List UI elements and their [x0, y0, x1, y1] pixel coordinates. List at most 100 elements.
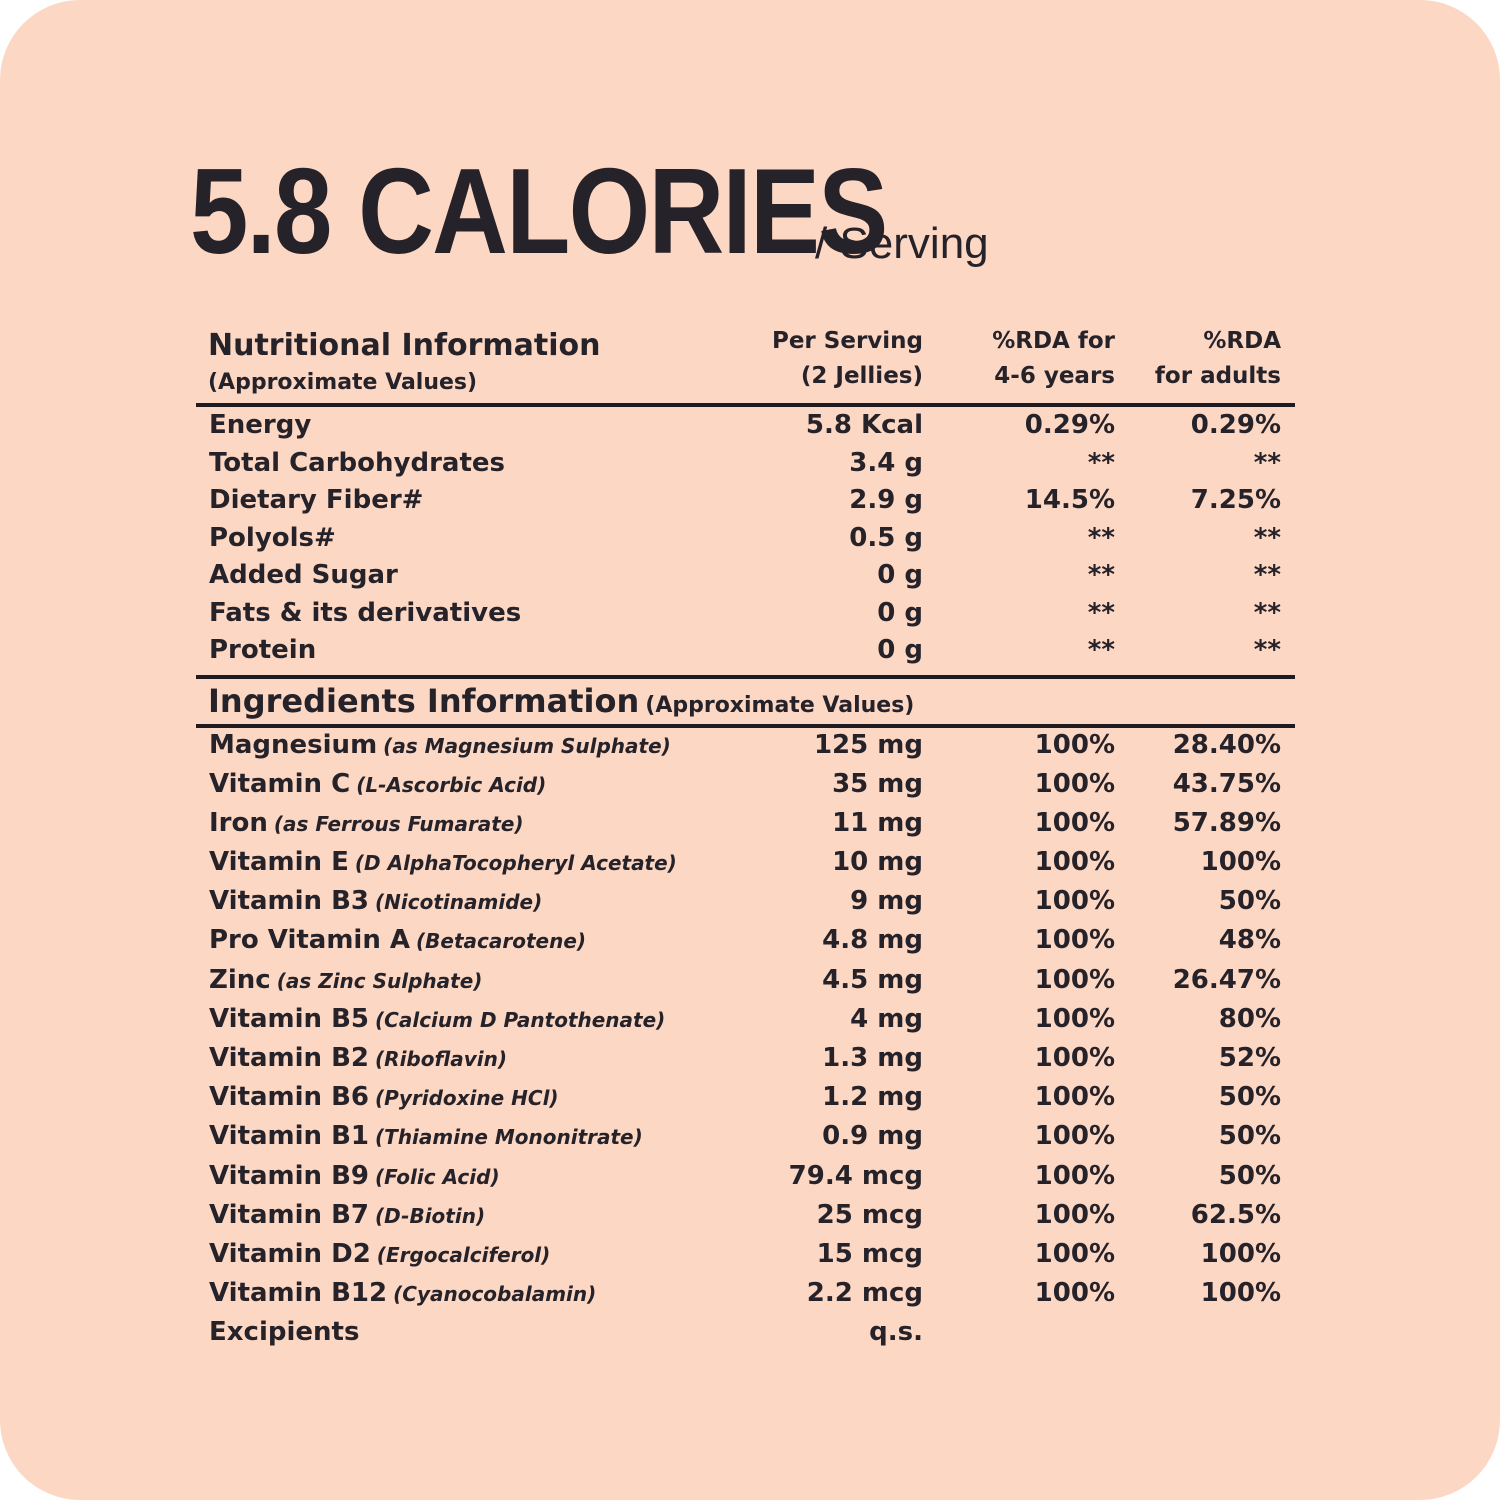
ingredient-source-note: (Riboflavin) [375, 1047, 507, 1071]
rda-adults-value: 26.47% [1172, 964, 1281, 995]
rda-kids-value: ** [1087, 522, 1115, 553]
per-serving-value: 0 g [877, 597, 923, 628]
ingredient-name: Vitamin E [209, 847, 349, 878]
rda-adults-value: 57.89% [1172, 807, 1281, 838]
rda-kids-value: 14.5% [1024, 485, 1115, 515]
ingredient-row: Magnesium (as Magnesium Sulphate) 125 mg 10… [196, 728, 1295, 767]
rda-adults-value: 50% [1218, 1160, 1281, 1191]
rda-kids-value: 100% [1034, 768, 1115, 799]
ingredient-name: Vitamin D2 [209, 1238, 371, 1269]
ingredient-name: Vitamin C [209, 768, 351, 799]
ingredient-name: Vitamin B5 [209, 1003, 370, 1034]
ingredient-row: Vitamin E (D AlphaTocopheryl Acetate) 10 m… [196, 845, 1295, 884]
nutrient-name: Dietary Fiber# [209, 485, 424, 515]
rda-adults-value: 100% [1200, 1238, 1281, 1269]
ingredient-name-cell: Vitamin B6 (Pyridoxine HCl) [209, 1082, 559, 1112]
per-serving-value: 125 mg [813, 729, 923, 760]
ingredient-name-cell: Magnesium (as Magnesium Sulphate) [209, 730, 671, 760]
ingredient-source-note: (Thiamine Mononitrate) [375, 1125, 643, 1150]
ingredient-name-cell: Vitamin B3 (Nicotinamide) [209, 886, 542, 916]
rda-adults-value: 48% [1218, 925, 1281, 956]
ingredient-name: Vitamin B12 [209, 1278, 388, 1309]
nutrient-name: Fats & its derivatives [209, 597, 522, 628]
ingredient-name-cell: Vitamin C (L-Ascorbic Acid) [209, 769, 546, 799]
rda-kids-value: 100% [1034, 729, 1115, 760]
rda-adults-value: ** [1253, 522, 1281, 553]
per-serving-value: 1.2 mg [822, 1082, 923, 1113]
per-serving-value: 10 mg [832, 847, 923, 878]
per-serving-value: 4.8 mg [822, 925, 923, 956]
ingredient-source-note: (Betacarotene) [416, 929, 587, 954]
per-serving-value: 5.8 Kcal [805, 410, 923, 440]
rda-adults-value: 0.29% [1190, 410, 1281, 440]
ingredient-name-cell: Zinc (as Zinc Sulphate) [209, 965, 482, 995]
rda-kids-value: 100% [1034, 1003, 1115, 1034]
ingredient-name: Vitamin B7 [209, 1199, 370, 1230]
nutrient-name: Energy [209, 410, 312, 440]
ingredient-name: Vitamin B2 [209, 1043, 370, 1073]
ingredient-name: Pro Vitamin A [209, 925, 411, 956]
ingredients-information-title: Ingredients Information (Approximate Valu… [208, 682, 914, 720]
rda-adults-value: 28.40% [1172, 729, 1281, 760]
ingredient-name: Vitamin B9 [209, 1160, 370, 1191]
nutrient-name: Protein [209, 635, 317, 665]
rda-adults-column-header: %RDA for adults [1154, 328, 1281, 389]
nutrition-table-header: Nutritional Information (Approximate Val… [196, 320, 1295, 407]
nutrient-name: Added Sugar [209, 560, 398, 590]
per-serving-value: 0.5 g [849, 522, 923, 553]
rda-kids-value: 100% [1034, 807, 1115, 838]
approximate-values-subtitle: (Approximate Values) [208, 370, 478, 395]
ingredient-row: Vitamin B12 (Cyanocobalamin) 2.2 mcg 100% 10… [196, 1276, 1295, 1315]
ingredient-name-cell: Vitamin D2 (Ergocalciferol) [209, 1239, 550, 1269]
ingredient-source-note: (Pyridoxine HCl) [375, 1086, 559, 1111]
ingredient-source-note: (L-Ascorbic Acid) [356, 772, 547, 797]
ingredient-row: Excipients q.s. [196, 1315, 1295, 1354]
ingredient-row: Vitamin B6 (Pyridoxine HCl) 1.2 mg 100% 50% [196, 1080, 1295, 1119]
ingredient-name-cell: Vitamin B7 (D-Biotin) [209, 1200, 485, 1230]
ingredient-row: Vitamin B2 (Riboflavin) 1.3 mg 100% 52% [196, 1041, 1295, 1080]
ingredient-source-note: (Folic Acid) [375, 1164, 500, 1189]
per-serving-value: 2.2 mcg [806, 1278, 923, 1309]
ingredient-name-cell: Pro Vitamin A (Betacarotene) [209, 925, 586, 955]
rda-kids-value: 100% [1034, 964, 1115, 995]
ingredient-row: Vitamin B3 (Nicotinamide) 9 mg 100% 50% [196, 884, 1295, 923]
per-serving-value: 4.5 mg [822, 964, 923, 995]
rda-adults-value: 50% [1218, 1121, 1281, 1152]
per-serving-value: 3.4 g [849, 447, 923, 478]
ingredient-name: Vitamin B3 [209, 886, 370, 917]
per-serving-value: 79.4 mcg [788, 1160, 923, 1191]
ingredient-name: Vitamin B6 [209, 1082, 370, 1113]
rda-adults-value: 62.5% [1190, 1199, 1281, 1230]
rda-adults-value: 7.25% [1190, 485, 1281, 515]
per-serving-value: 0.9 mg [822, 1121, 923, 1152]
per-serving-value: 25 mcg [816, 1199, 923, 1230]
ingredient-name-cell: Vitamin B9 (Folic Acid) [209, 1161, 500, 1191]
nutrient-name: Polyols# [209, 522, 336, 553]
ingredient-row: Vitamin B9 (Folic Acid) 79.4 mcg 100% 50% [196, 1159, 1295, 1198]
per-serving-value: 2.9 g [849, 485, 923, 515]
ingredients-table-header: Ingredients Information (Approximate Valu… [196, 674, 1295, 728]
rda-kids-value: 100% [1034, 1238, 1115, 1269]
ingredient-name: Iron [209, 807, 268, 838]
ingredient-name-cell: Vitamin E (D AlphaTocopheryl Acetate) [209, 847, 677, 877]
ingredient-row: Zinc (as Zinc Sulphate) 4.5 mg 100% 26.47% [196, 963, 1295, 1002]
ingredient-name-cell: Excipients [209, 1317, 365, 1347]
ingredient-name: Zinc [209, 964, 271, 995]
ingredient-name-cell: Vitamin B2 (Riboflavin) [209, 1043, 507, 1073]
rda-adults-value: ** [1253, 635, 1281, 665]
ingredient-rows: Magnesium (as Magnesium Sulphate) 125 mg 10… [196, 728, 1295, 1355]
rda-adults-value: 50% [1218, 1082, 1281, 1113]
per-serving-value: 4 mg [850, 1003, 923, 1034]
ingredients-subtitle: (Approximate Values) [645, 692, 915, 718]
rda-kids-value: 100% [1034, 925, 1115, 956]
per-serving-value: 9 mg [850, 886, 923, 917]
ingredient-row: Pro Vitamin A (Betacarotene) 4.8 mg 100% 48% [196, 923, 1295, 962]
ingredient-source-note: (as Magnesium Sulphate) [383, 733, 671, 758]
nutrient-row: Dietary Fiber# 2.9 g 14.5% 7.25% [196, 483, 1295, 521]
rda-kids-value: 100% [1034, 886, 1115, 917]
ingredient-source-note: (D-Biotin) [375, 1203, 486, 1228]
ingredient-source-note: (Nicotinamide) [375, 890, 543, 915]
nutrient-name: Total Carbohydrates [209, 447, 505, 478]
ingredient-name-cell: Iron (as Ferrous Fumarate) [209, 808, 524, 838]
ingredient-row: Vitamin B7 (D-Biotin) 25 mcg 100% 62.5% [196, 1198, 1295, 1237]
